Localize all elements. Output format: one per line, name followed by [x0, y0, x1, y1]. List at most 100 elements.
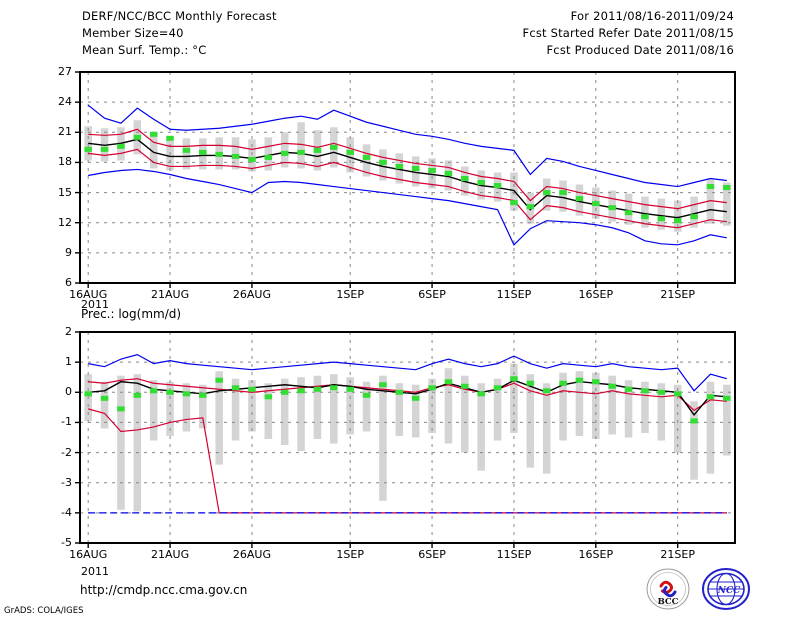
- observation-mark: [542, 388, 551, 394]
- observation-mark: [706, 394, 715, 400]
- observation-mark: [461, 176, 469, 182]
- spread-bar: [330, 374, 338, 444]
- observation-mark: [444, 170, 453, 176]
- series-upper_quartile: [88, 378, 727, 412]
- observation-mark: [395, 163, 404, 169]
- precipitation-log: [75, 331, 736, 548]
- spread-bar: [657, 383, 666, 441]
- x-tick-label: 11SEP: [496, 548, 532, 561]
- spread-bar: [117, 375, 125, 510]
- spread-bar: [231, 378, 240, 441]
- year-label-top: 2011: [81, 298, 109, 311]
- x-tick-label: 16AUG: [69, 288, 108, 301]
- x-tick-label: 21SEP: [660, 288, 695, 301]
- observation-mark: [526, 204, 535, 210]
- observation-mark: [199, 149, 207, 155]
- precip-panel-label: Prec.: log(mm/d): [81, 307, 182, 321]
- observation-mark: [542, 190, 551, 196]
- y-tick-label: -4: [61, 505, 72, 519]
- observation-segments: [84, 131, 731, 224]
- spread-bar: [280, 378, 289, 446]
- observation-mark: [510, 200, 518, 206]
- spread-bar: [641, 381, 649, 433]
- observation-mark: [133, 392, 142, 398]
- series-min: [88, 168, 727, 246]
- year-label-bottom: 2011: [81, 565, 109, 578]
- observation-mark: [395, 389, 404, 395]
- spread-bar: [411, 384, 420, 438]
- spread-bar: [477, 383, 485, 471]
- series-mean: [88, 138, 727, 219]
- series-upper_quartile: [88, 128, 727, 210]
- bcc-logo: BCC: [646, 568, 690, 610]
- spread-bar: [84, 126, 92, 161]
- spread-bar: [723, 182, 731, 226]
- observation-mark: [264, 394, 273, 400]
- observation-mark: [477, 180, 485, 186]
- ncc-logo: NCC: [702, 568, 750, 610]
- observation-mark: [428, 385, 436, 391]
- observation-mark: [641, 388, 649, 394]
- variable-label: Mean Surf. Temp.: °C: [82, 43, 207, 57]
- series-max: [87, 104, 727, 188]
- y-tick-label: -5: [61, 536, 72, 549]
- spread-bar: [428, 158, 436, 189]
- y-tick-label: 12: [58, 215, 72, 229]
- observation-mark: [362, 392, 371, 398]
- spread-bar: [559, 180, 567, 212]
- observation-mark: [231, 385, 240, 391]
- observation-mark: [117, 406, 125, 412]
- observation-mark: [706, 184, 715, 190]
- series-lower_quartile: [88, 148, 727, 229]
- spread-bar: [264, 383, 273, 440]
- x-tick-label: 16SEP: [578, 548, 614, 561]
- x-tick-label: 6SEP: [418, 548, 446, 561]
- observation-mark: [313, 386, 322, 392]
- observation-mark: [723, 395, 731, 401]
- x-tick-label: 21SEP: [660, 548, 695, 561]
- y-tick-label: 15: [58, 185, 72, 199]
- observation-mark: [297, 388, 305, 394]
- spread-bar: [149, 380, 158, 441]
- spread-bar: [264, 137, 273, 171]
- observation-mark: [608, 383, 616, 389]
- grid: [80, 72, 735, 283]
- observation-mark: [411, 165, 420, 171]
- observation-mark: [199, 392, 207, 398]
- spread-bar: [723, 384, 731, 456]
- x-tick-label: 6SEP: [418, 288, 446, 301]
- observation-mark: [84, 391, 92, 397]
- spread-bar: [133, 374, 142, 512]
- observation-mark: [444, 379, 453, 385]
- spread-bar: [199, 384, 207, 429]
- observation-mark: [428, 167, 436, 173]
- x-tick-label: 21AUG: [151, 288, 190, 301]
- observation-mark: [215, 377, 223, 383]
- spread-bar: [542, 383, 551, 474]
- y-tick-label: 6: [65, 276, 72, 289]
- observation-mark: [493, 385, 502, 391]
- x-tick-label: 11SEP: [496, 288, 532, 301]
- spread-bar: [280, 132, 289, 168]
- observation-mark: [166, 135, 174, 141]
- forecast-started-label: Fcst Started Refer Date 2011/08/15: [522, 26, 734, 40]
- observation-mark: [149, 388, 158, 394]
- y-tick-label: -1: [61, 415, 72, 429]
- observation-mark: [461, 383, 469, 389]
- observation-mark: [526, 380, 535, 386]
- observation-mark: [608, 205, 616, 211]
- spread-bar: [362, 381, 371, 432]
- cmdp-url-link[interactable]: http://cmdp.ncc.cma.gov.cn: [80, 583, 248, 597]
- mean-surface-temperature: [75, 71, 736, 288]
- observation-mark: [166, 389, 174, 395]
- observation-mark: [379, 159, 387, 165]
- spread-bar: [624, 380, 633, 438]
- observation-mark: [690, 214, 698, 220]
- observation-mark: [690, 418, 698, 424]
- forecast-range-label: For 2011/08/16-2011/09/24: [570, 9, 734, 23]
- observation-mark: [657, 389, 666, 395]
- grads-credit: GrADS: COLA/IGES: [4, 606, 84, 616]
- spread-bar: [657, 198, 666, 230]
- member-size-label: Member Size=40: [82, 26, 184, 40]
